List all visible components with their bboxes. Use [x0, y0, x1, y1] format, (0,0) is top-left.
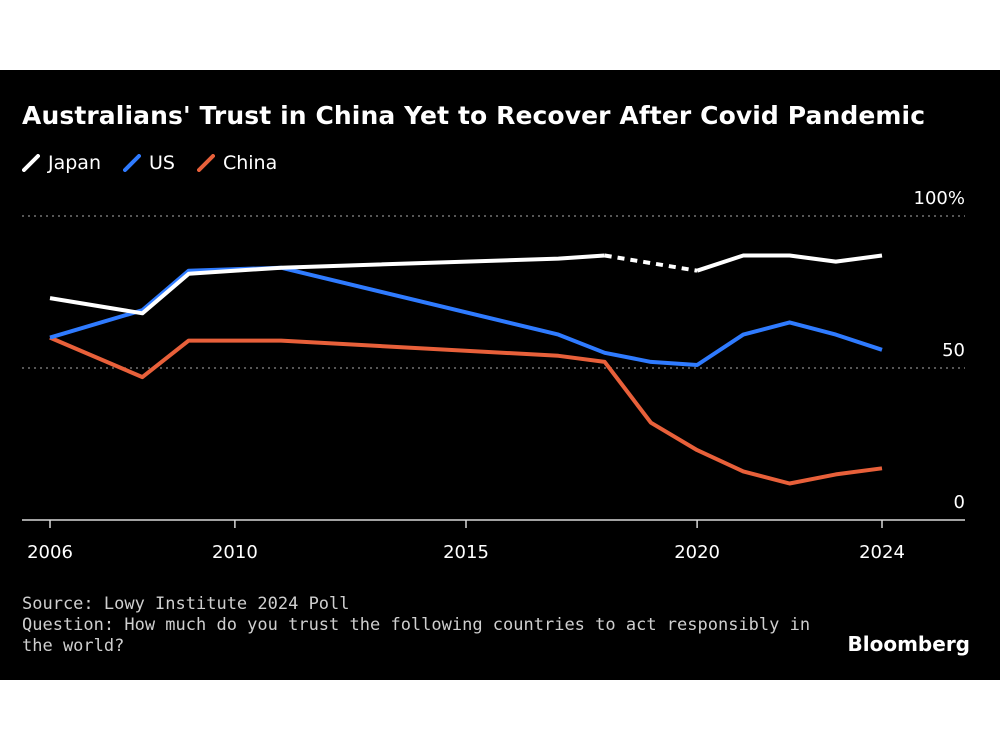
bloomberg-logo: Bloomberg [847, 632, 970, 656]
legend-swatch-us [123, 154, 141, 172]
y-tick-label-0: 0 [954, 492, 965, 513]
x-axis [22, 519, 965, 528]
grid-lines [22, 215, 965, 369]
series-line-japan-0 [49, 253, 605, 316]
series-line-japan-2 [696, 253, 883, 273]
y-tick-label-50: 50 [942, 340, 965, 361]
chart-title: Australians' Trust in China Yet to Recov… [22, 101, 926, 130]
footer-notes: Source: Lowy Institute 2024 Poll Questio… [22, 594, 812, 657]
legend-label-us: US [149, 152, 175, 174]
source-note: Source: Lowy Institute 2024 Poll [22, 594, 350, 614]
series-line-china-0 [49, 335, 883, 486]
y-tick-label-100: 100% [914, 188, 965, 209]
x-tick-label-2006: 2006 [27, 542, 73, 563]
legend-label-japan: Japan [48, 152, 101, 174]
legend-item-china: China [196, 152, 278, 174]
series-line-japan-1 [604, 253, 698, 273]
series-line-us-0 [49, 265, 883, 367]
x-tick-label-2020: 2020 [674, 542, 720, 563]
series-lines [49, 253, 883, 486]
question-note: Question: How much do you trust the foll… [22, 615, 811, 656]
legend: Japan US China [22, 152, 277, 174]
x-tick-label-2010: 2010 [212, 542, 258, 563]
legend-swatch-japan [22, 154, 40, 172]
chart-panel: Australians' Trust in China Yet to Recov… [0, 70, 1000, 680]
legend-item-us: US [123, 152, 175, 174]
line-chart: 100% 50 0 2006 2010 2015 2020 2024 [22, 188, 965, 563]
legend-item-japan: Japan [22, 152, 101, 174]
x-tick-label-2024: 2024 [859, 542, 905, 563]
x-tick-label-2015: 2015 [443, 542, 489, 563]
legend-label-china: China [222, 152, 278, 174]
legend-swatch-china [196, 154, 215, 172]
tick-labels: 100% 50 0 2006 2010 2015 2020 2024 [27, 188, 965, 563]
